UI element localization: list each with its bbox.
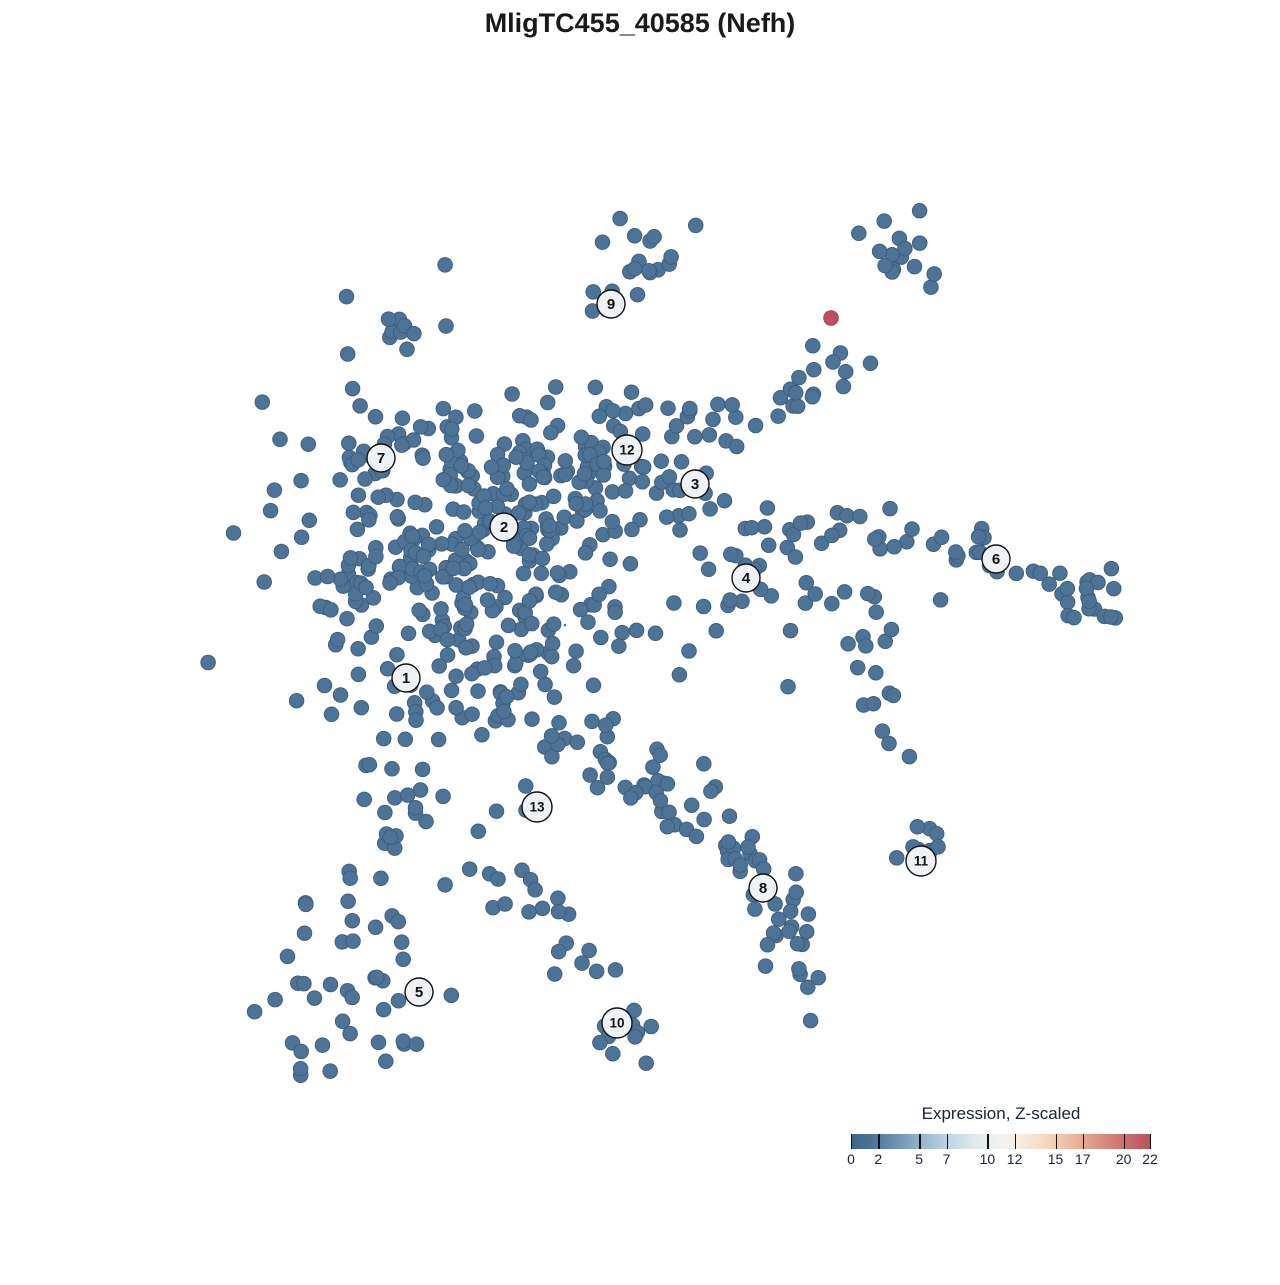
svg-text:11: 11 — [914, 854, 929, 869]
svg-text:3: 3 — [691, 476, 699, 493]
svg-text:8: 8 — [759, 880, 767, 897]
svg-text:9: 9 — [607, 296, 615, 313]
svg-text:6: 6 — [992, 551, 1000, 568]
svg-text:13: 13 — [529, 800, 545, 815]
svg-text:2: 2 — [500, 519, 508, 536]
svg-text:5: 5 — [415, 984, 423, 1001]
svg-text:7: 7 — [377, 450, 385, 467]
svg-text:4: 4 — [742, 570, 751, 587]
svg-text:12: 12 — [619, 443, 634, 458]
svg-text:1: 1 — [402, 670, 410, 687]
svg-text:10: 10 — [609, 1016, 624, 1031]
